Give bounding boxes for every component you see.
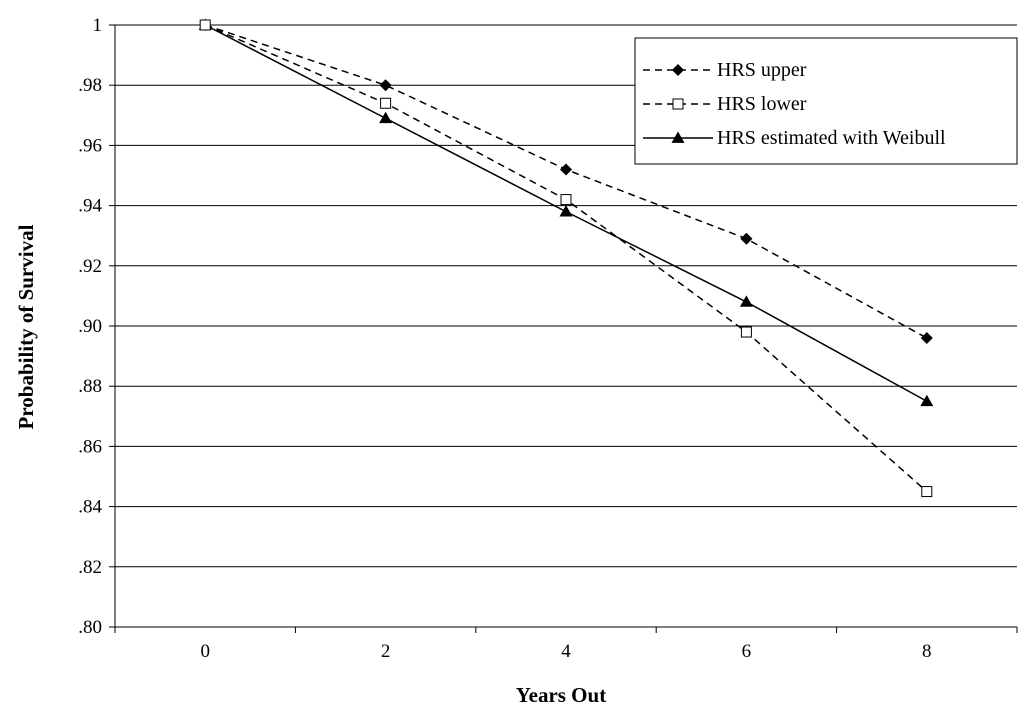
diamond-marker <box>560 163 572 176</box>
y-tick-label: .92 <box>78 256 102 277</box>
series-group <box>198 18 934 498</box>
square-marker <box>380 97 392 109</box>
triangle-marker <box>739 295 753 307</box>
square-marker <box>672 98 684 110</box>
x-tick-label: 6 <box>742 641 752 662</box>
square-marker <box>921 486 933 498</box>
y-tick-label: .82 <box>78 557 102 578</box>
y-tick-label: .90 <box>78 316 102 337</box>
square-marker <box>199 19 211 31</box>
legend-label: HRS upper <box>717 59 807 81</box>
triangle-marker <box>379 111 393 124</box>
square-marker <box>740 326 752 338</box>
legend-label: HRS estimated with Weibull <box>717 127 946 149</box>
y-axis-title: Probability of Survival <box>14 224 38 429</box>
axes: .80 .82 .84 .86 .88 .90 .92 .94 .96 .98 1 0 2 4 6 8 <box>78 15 1018 662</box>
x-tick-label: 2 <box>381 641 391 662</box>
legend-box <box>634 37 1018 165</box>
x-tick-label: 0 <box>200 641 210 662</box>
diamond-marker <box>379 79 392 92</box>
triangle-marker <box>920 394 934 407</box>
y-tick-label: .86 <box>78 436 102 457</box>
diamond-marker <box>672 64 684 76</box>
y-tick-label: .94 <box>78 196 102 217</box>
triangle-marker <box>671 131 685 143</box>
triangle-marker <box>559 205 573 217</box>
x-axis-title: Years Out <box>516 683 606 707</box>
y-tick-label: .96 <box>78 135 102 156</box>
diamond-marker <box>920 332 933 345</box>
x-tick-label: 8 <box>922 641 932 662</box>
y-tick-label: .80 <box>78 617 102 638</box>
square-marker <box>560 194 572 206</box>
y-tick-label: 1 <box>93 15 103 36</box>
legend: HRS upper HRS lower HRS estimated with Wei… <box>634 37 1018 165</box>
diamond-marker <box>740 232 753 245</box>
x-tick-label: 4 <box>561 641 571 662</box>
y-tick-label: .98 <box>78 75 102 96</box>
y-tick-label: .84 <box>78 497 102 518</box>
y-tick-label: .88 <box>78 376 102 397</box>
legend-label: HRS lower <box>717 93 807 115</box>
